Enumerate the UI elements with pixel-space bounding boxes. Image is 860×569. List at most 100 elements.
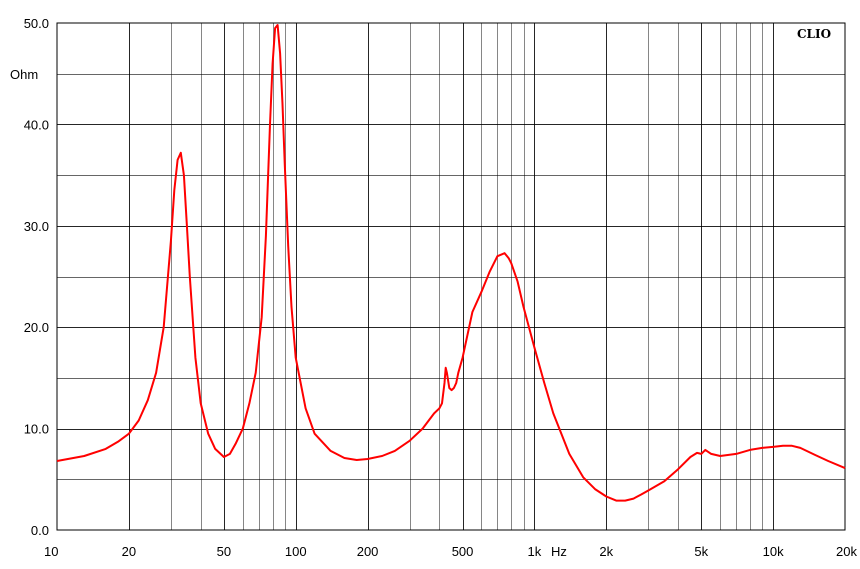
x-tick-label: 20 <box>122 544 136 559</box>
data-point <box>451 389 453 391</box>
data-point <box>791 445 793 447</box>
data-point <box>183 174 185 176</box>
data-point <box>235 443 237 445</box>
data-point <box>105 448 107 450</box>
data-point <box>242 428 244 430</box>
data-point <box>180 152 182 154</box>
data-point <box>543 382 545 384</box>
data-point <box>343 457 345 459</box>
x-unit-label: Hz <box>551 544 567 559</box>
data-point <box>552 412 554 414</box>
y-tick-label: 30.0 <box>24 219 49 234</box>
data-point <box>517 281 519 283</box>
vertical-grid <box>129 23 774 530</box>
x-tick-label: 500 <box>452 544 474 559</box>
data-point <box>189 276 191 278</box>
data-point <box>772 446 774 448</box>
x-tick-label: 200 <box>357 544 379 559</box>
data-point <box>605 496 607 498</box>
y-tick-label: 40.0 <box>24 117 49 132</box>
data-point <box>194 357 196 359</box>
data-point <box>83 455 85 457</box>
data-point <box>223 456 225 458</box>
data-point <box>444 382 446 384</box>
data-point <box>696 452 698 454</box>
data-point <box>533 347 535 349</box>
data-point <box>356 459 358 461</box>
y-unit-label: Ohm <box>10 67 38 82</box>
data-point <box>700 453 702 455</box>
data-point <box>594 488 596 490</box>
data-point <box>128 433 130 435</box>
data-point <box>163 326 165 328</box>
data-point <box>446 372 448 374</box>
data-point <box>689 456 691 458</box>
data-point <box>615 500 617 502</box>
data-point <box>761 447 763 449</box>
data-point <box>117 441 119 443</box>
data-point <box>749 449 751 451</box>
brand-label: CLIO <box>797 27 831 41</box>
data-point <box>453 387 455 389</box>
data-point <box>284 164 286 166</box>
data-point <box>455 382 457 384</box>
data-point <box>704 449 706 451</box>
data-point <box>261 316 263 318</box>
data-point <box>138 420 140 422</box>
data-point <box>448 387 450 389</box>
data-point <box>624 500 626 502</box>
x-tick-label: 10 <box>44 544 58 559</box>
plot-frame <box>56 22 846 531</box>
data-point <box>229 453 231 455</box>
data-point <box>330 450 332 452</box>
data-point <box>640 494 642 496</box>
data-point <box>173 189 175 191</box>
data-point <box>214 448 216 450</box>
data-point <box>827 460 829 462</box>
data-point <box>177 159 179 161</box>
data-point <box>274 27 276 29</box>
data-point <box>471 311 473 313</box>
x-tick-label: 50 <box>217 544 231 559</box>
data-point <box>56 460 58 462</box>
data-point <box>633 498 635 500</box>
impedance-curve <box>56 24 846 502</box>
y-tick-label: 50.0 <box>24 16 49 31</box>
x-tick-label: 100 <box>285 544 307 559</box>
data-point <box>441 402 443 404</box>
data-point <box>523 306 525 308</box>
data-point <box>782 445 784 447</box>
x-tick-label: 1k <box>528 544 542 559</box>
data-point <box>282 103 284 105</box>
x-tick-labels: 10 20 50 100 200 500 1k 2k 5k 10k 20k <box>44 544 857 559</box>
data-point <box>409 440 411 442</box>
data-point <box>799 447 801 449</box>
data-point <box>481 291 483 293</box>
data-point <box>155 372 157 374</box>
data-point <box>265 235 267 237</box>
data-point <box>647 490 649 492</box>
data-point <box>844 467 846 469</box>
data-point <box>291 306 293 308</box>
data-point <box>279 52 281 54</box>
data-point <box>677 468 679 470</box>
y-tick-label: 20.0 <box>24 320 49 335</box>
data-point <box>255 372 257 374</box>
data-point <box>663 480 665 482</box>
data-point <box>457 372 459 374</box>
data-point <box>207 433 209 435</box>
data-point <box>295 357 297 359</box>
data-point <box>186 225 188 227</box>
data-point <box>394 450 396 452</box>
data-point <box>735 453 737 455</box>
data-point <box>287 245 289 247</box>
data-point <box>719 455 721 457</box>
data-point <box>367 458 369 460</box>
data-point <box>269 123 271 125</box>
data-point <box>814 454 816 456</box>
data-point <box>314 433 316 435</box>
y-tick-label: 10.0 <box>24 422 49 437</box>
data-point <box>248 402 250 404</box>
plot-background <box>57 23 845 530</box>
